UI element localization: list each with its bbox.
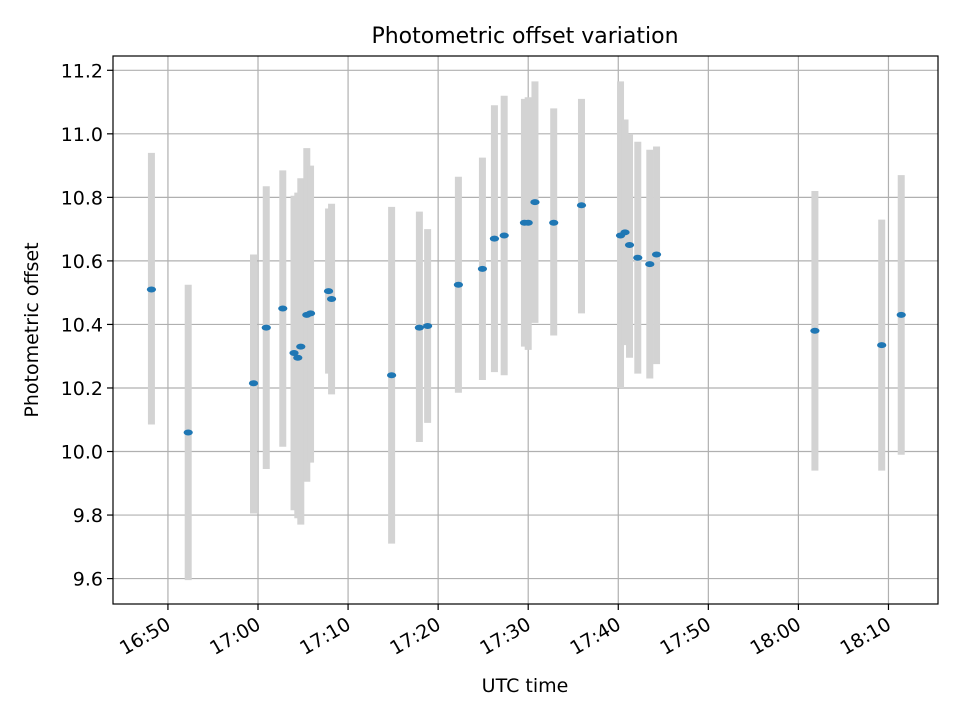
y-tick-label: 10.2 xyxy=(61,378,103,400)
y-tick-label: 10.6 xyxy=(61,251,103,273)
data-point xyxy=(620,229,630,236)
data-point xyxy=(624,242,635,249)
data-point xyxy=(387,372,397,379)
data-point xyxy=(305,310,316,317)
y-axis-ticks: 9.6 9.8 10.0 10.2 10.4 10.6 10.8 11.0 11.2 xyxy=(61,60,113,591)
chart-title: Photometric offset variation xyxy=(371,24,678,49)
y-tick-label: 10.4 xyxy=(61,314,103,336)
y-axis-label: Photometric offset xyxy=(21,242,43,417)
data-point xyxy=(499,232,509,239)
data-point xyxy=(576,202,587,209)
data-point xyxy=(296,343,306,350)
plot-area-frame xyxy=(112,55,939,605)
data-point xyxy=(323,288,334,295)
data-point xyxy=(146,286,157,293)
data-point xyxy=(489,235,500,242)
data-point xyxy=(549,219,559,226)
data-point xyxy=(651,251,662,258)
data-point xyxy=(278,305,288,312)
data-point xyxy=(645,261,655,268)
data-point xyxy=(523,219,533,226)
data-point xyxy=(896,311,906,318)
data-point xyxy=(261,324,271,331)
data-point xyxy=(877,342,887,349)
data-point xyxy=(477,265,488,272)
x-axis-label: UTC time xyxy=(482,675,569,697)
data-point xyxy=(183,429,193,436)
y-tick-label: 11.2 xyxy=(61,60,103,82)
data-point xyxy=(326,296,337,303)
y-tick-label: 9.8 xyxy=(73,505,103,527)
data-markers xyxy=(146,199,906,436)
data-point xyxy=(453,281,464,288)
data-point xyxy=(810,327,820,334)
y-tick-label: 9.6 xyxy=(73,569,103,591)
data-point xyxy=(248,380,259,387)
data-point xyxy=(633,254,643,261)
y-tick-label: 10.8 xyxy=(61,187,103,209)
data-point xyxy=(414,324,424,331)
data-point xyxy=(423,323,433,330)
y-tick-label: 10.0 xyxy=(61,442,103,464)
data-point xyxy=(530,199,540,206)
data-point xyxy=(293,354,303,361)
data-point xyxy=(289,350,299,357)
y-tick-label: 11.0 xyxy=(61,124,103,146)
